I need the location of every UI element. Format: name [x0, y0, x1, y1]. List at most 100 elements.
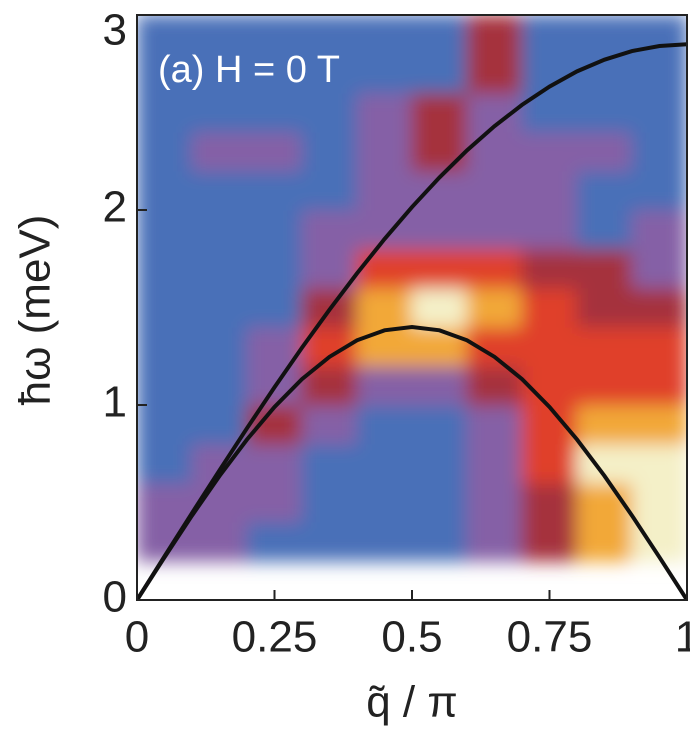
heat-cell	[631, 53, 687, 94]
heat-cell	[411, 365, 468, 406]
heat-cell	[246, 404, 303, 445]
heat-cell	[356, 248, 413, 289]
y-axis-label: ħω (meV)	[11, 215, 60, 406]
heat-cell	[411, 15, 468, 55]
heat-cell	[411, 248, 468, 289]
heat-cell	[576, 15, 633, 55]
heat-cell	[356, 92, 413, 133]
heat-cell	[137, 170, 193, 211]
heat-cell	[631, 209, 687, 250]
y-tick-label: 2	[103, 183, 127, 232]
heat-cell	[246, 482, 303, 523]
heat-cell	[246, 170, 303, 211]
x-axis-label: q̃ / π	[366, 678, 458, 727]
x-tick-label: 0	[125, 613, 149, 662]
heat-cell	[356, 404, 413, 445]
heat-cell	[521, 131, 578, 172]
heat-cell	[411, 326, 468, 367]
heat-cell	[137, 131, 193, 172]
heat-cell	[301, 404, 358, 445]
heat-cell	[191, 209, 248, 250]
heat-cell	[301, 15, 358, 55]
heat-cell	[521, 443, 578, 484]
heat-cell	[191, 365, 248, 406]
heat-cell	[576, 521, 633, 562]
heat-cell	[246, 521, 303, 562]
heat-cell	[466, 482, 523, 523]
heat-cell	[356, 131, 413, 172]
heat-cell	[191, 248, 248, 289]
heat-cell	[411, 482, 468, 523]
heat-cell	[466, 15, 523, 55]
heat-cell	[521, 287, 578, 328]
y-tick-label: 3	[103, 6, 127, 55]
heat-cell	[191, 326, 248, 367]
heat-cell	[576, 404, 633, 445]
heat-cell	[137, 404, 193, 445]
heat-cell	[576, 131, 633, 172]
heat-cell	[191, 53, 248, 94]
heat-cell	[631, 287, 687, 328]
heat-cell	[411, 443, 468, 484]
y-tick-label: 1	[103, 378, 127, 427]
heat-cell	[137, 92, 193, 133]
heat-cell	[301, 521, 358, 562]
heat-cell	[191, 521, 248, 562]
heat-cell	[466, 131, 523, 172]
heat-cell	[356, 53, 413, 94]
heat-cell	[576, 365, 633, 406]
heat-cell	[137, 53, 193, 94]
heat-cell	[466, 248, 523, 289]
heat-cell	[191, 287, 248, 328]
heat-cell	[137, 15, 193, 55]
heat-cell	[521, 15, 578, 55]
heat-cell	[301, 482, 358, 523]
heat-cell	[411, 53, 468, 94]
heat-cell	[576, 209, 633, 250]
y-tick-label: 0	[103, 573, 127, 622]
curve	[137, 324, 687, 600]
heat-cell	[246, 248, 303, 289]
heat-cell	[521, 521, 578, 562]
heat-cell	[246, 287, 303, 328]
heat-cell	[246, 131, 303, 172]
heat-cell	[631, 365, 687, 406]
heat-cell	[246, 92, 303, 133]
heat-cell	[137, 326, 193, 367]
heat-cell	[631, 131, 687, 172]
heat-cell	[137, 287, 193, 328]
heat-cell	[521, 404, 578, 445]
heat-cell	[411, 287, 468, 328]
heat-cell	[301, 443, 358, 484]
heat-cell	[356, 443, 413, 484]
heat-cell	[137, 365, 193, 406]
heat-cell	[246, 209, 303, 250]
heat-cell	[576, 287, 633, 328]
heat-cell	[246, 53, 303, 94]
heat-cell	[137, 443, 193, 484]
heat-cell	[246, 15, 303, 55]
heat-cell	[411, 92, 468, 133]
heat-cell	[356, 15, 413, 55]
heat-cell	[301, 131, 358, 172]
heat-cell	[356, 521, 413, 562]
heat-cell	[191, 15, 248, 55]
heat-cell	[411, 521, 468, 562]
heat-cell	[356, 170, 413, 211]
heat-cell	[411, 404, 468, 445]
heat-cell	[631, 404, 687, 445]
heat-cell	[356, 365, 413, 406]
x-tick-label: 0.25	[232, 613, 318, 662]
heat-cell	[356, 326, 413, 367]
annotation: (a) H = 0 T	[158, 49, 340, 91]
heat-cell	[246, 443, 303, 484]
heat-cell	[411, 209, 468, 250]
heat-cell	[466, 53, 523, 94]
heat-cell	[466, 170, 523, 211]
heat-cell	[137, 248, 193, 289]
heat-cell	[521, 326, 578, 367]
heat-cell	[191, 404, 248, 445]
heat-cell	[521, 248, 578, 289]
heat-cell	[301, 209, 358, 250]
